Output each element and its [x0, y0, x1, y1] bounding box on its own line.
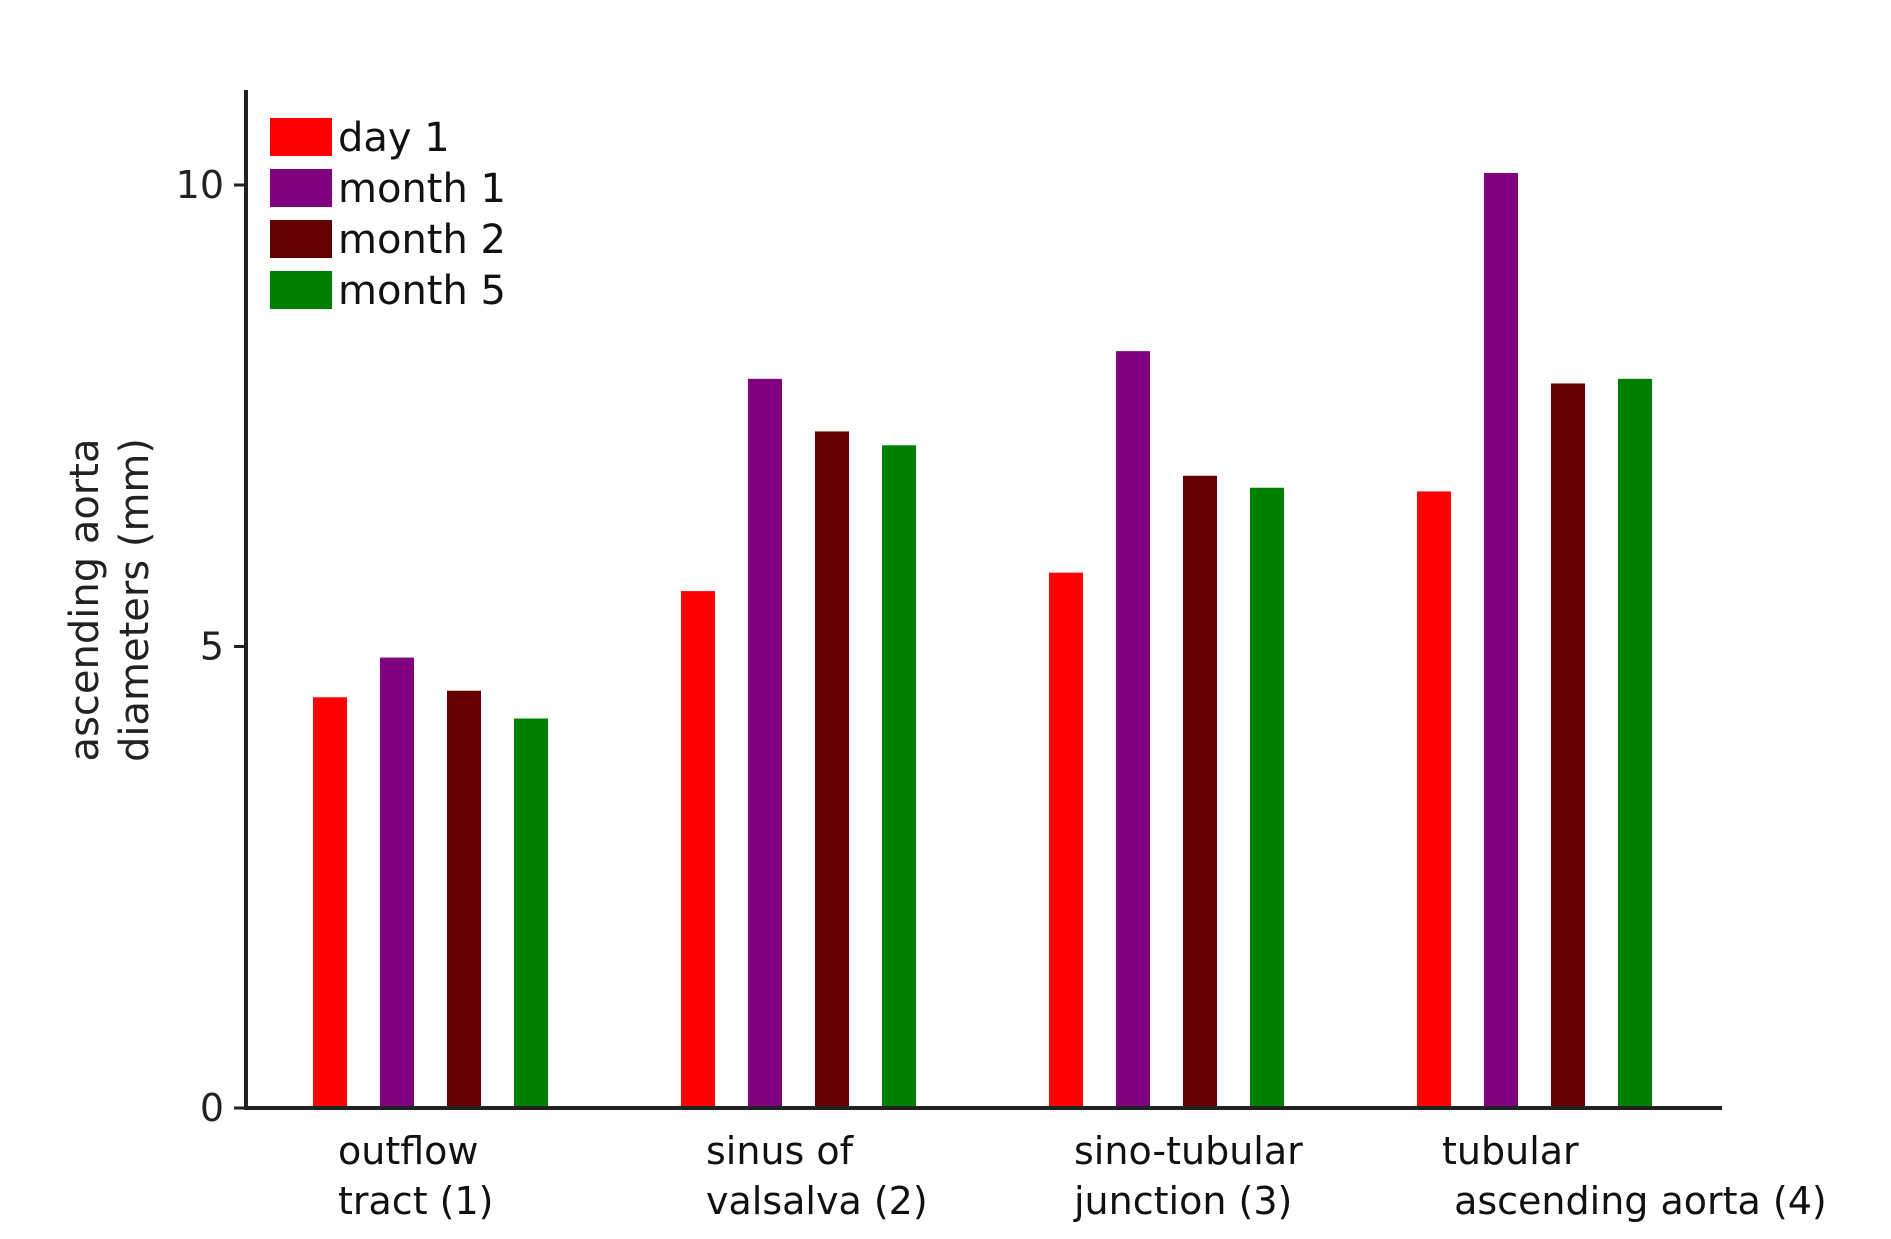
bar-day-1-cat-1 — [313, 697, 347, 1108]
bar-month-5-cat-3 — [1250, 487, 1284, 1108]
bar-month-5-cat-2 — [882, 445, 916, 1108]
x-category-label-3: sino-tubular junction (3) — [1073, 1129, 1303, 1223]
legend-label-day-1: day 1 — [338, 115, 450, 161]
legend-label-month-5: month 5 — [338, 268, 506, 314]
bar-month-2-cat-4 — [1551, 383, 1585, 1108]
y-ticks-group: 0 5 10 — [176, 163, 246, 1130]
bar-month-5-cat-1 — [514, 718, 548, 1108]
legend-label-month-1: month 1 — [338, 166, 506, 212]
y-tick-label-10: 10 — [176, 163, 224, 207]
y-tick-label-5: 5 — [200, 625, 224, 669]
x-category-label-4: tubular ascending aorta (4) — [1442, 1129, 1827, 1223]
bars-group — [313, 173, 1652, 1109]
bar-day-1-cat-2 — [681, 591, 715, 1108]
bar-day-1-cat-4 — [1417, 491, 1451, 1108]
legend: day 1 month 1 month 2 month 5 — [270, 115, 506, 314]
bar-month-1-cat-1 — [380, 657, 414, 1108]
x-category-labels: outflow tract (1) sinus of valsalva (2) sino… — [338, 1129, 1827, 1223]
bar-month-2-cat-1 — [447, 690, 481, 1108]
y-axis-title: ascending aorta diameters (mm) — [62, 438, 158, 762]
legend-swatch-day-1 — [270, 118, 332, 156]
axes-group — [244, 90, 1722, 1110]
legend-label-month-2: month 2 — [338, 217, 506, 263]
legend-swatch-month-1 — [270, 169, 332, 207]
bar-month-1-cat-2 — [748, 378, 782, 1109]
bar-day-1-cat-3 — [1049, 572, 1083, 1108]
bar-month-5-cat-4 — [1618, 378, 1652, 1109]
y-axis-title-text: ascending aorta diameters (mm) — [62, 438, 158, 762]
legend-swatch-month-2 — [270, 220, 332, 258]
y-tick-label-0: 0 — [200, 1086, 224, 1130]
bar-month-1-cat-3 — [1116, 351, 1150, 1108]
legend-swatch-month-5 — [270, 271, 332, 309]
x-category-label-2: sinus of valsalva (2) — [706, 1129, 928, 1223]
bar-month-2-cat-2 — [815, 431, 849, 1108]
x-category-label-1: outflow tract (1) — [338, 1129, 494, 1223]
bar-month-2-cat-3 — [1183, 475, 1217, 1108]
bar-month-1-cat-4 — [1484, 173, 1518, 1109]
